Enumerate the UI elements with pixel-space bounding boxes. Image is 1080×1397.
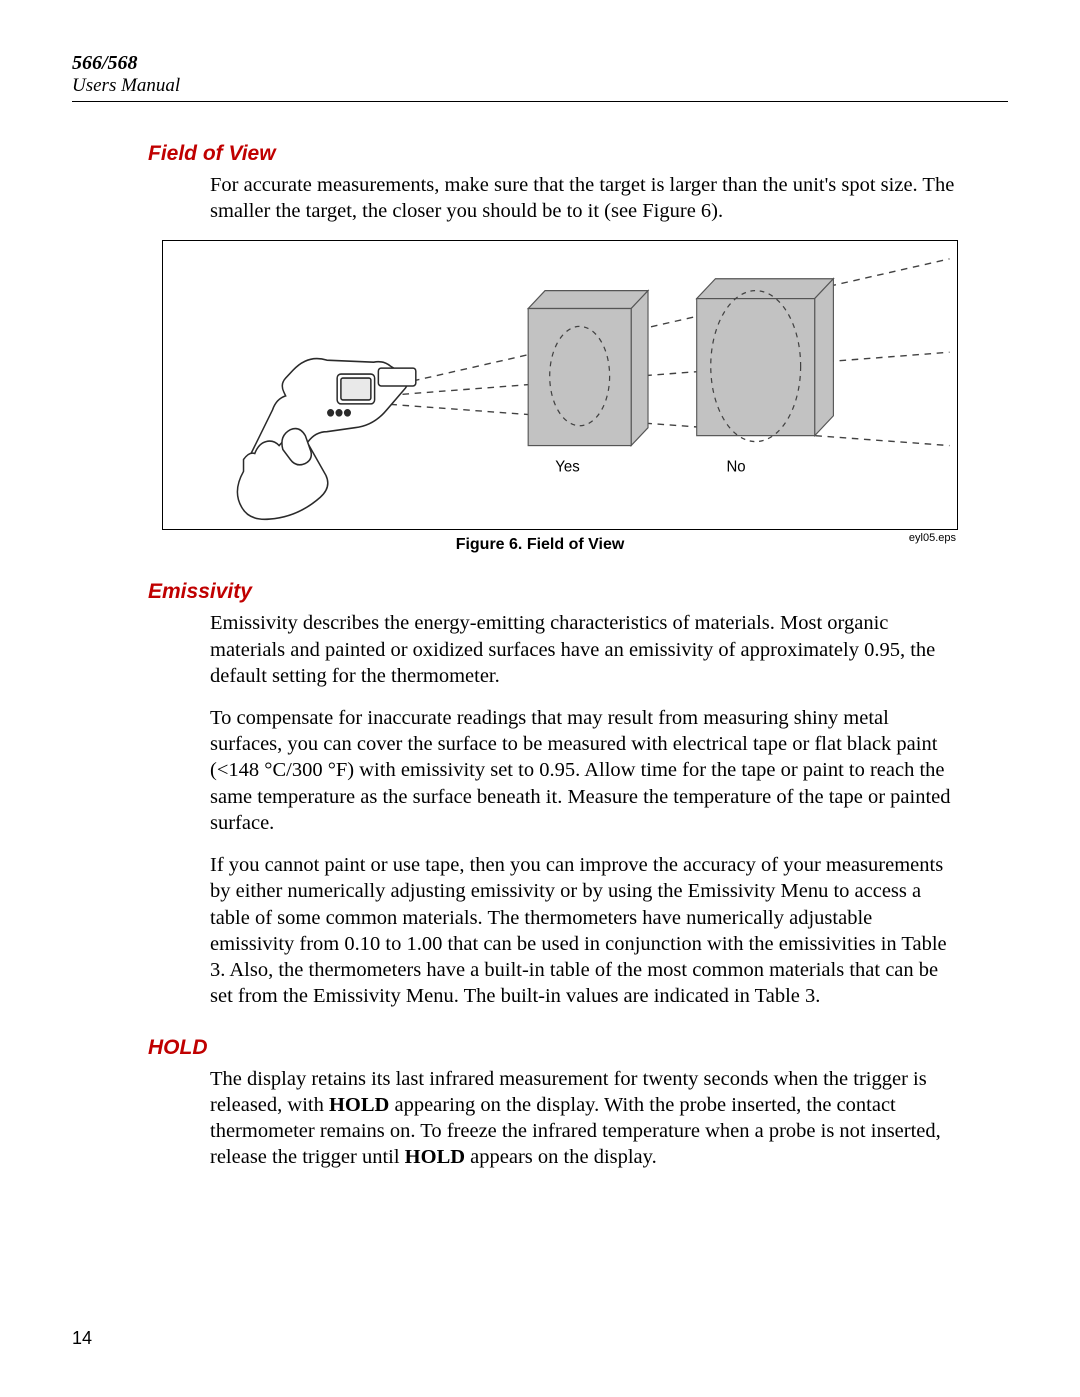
figure-6-caption: Figure 6. Field of View <box>72 536 1008 554</box>
hold-text-post: appears on the display. <box>465 1146 657 1168</box>
emissivity-p3: If you cannot paint or use tape, then yo… <box>210 852 958 1009</box>
page-number: 14 <box>72 1328 92 1349</box>
figure-6-diagram: Yes No <box>162 240 958 530</box>
figure-6: Yes No eyl05.eps <box>162 240 958 544</box>
hold-bold-1: HOLD <box>329 1094 389 1116</box>
model-number: 566/568 <box>72 52 1008 75</box>
emissivity-p2: To compensate for inaccurate readings th… <box>210 705 958 836</box>
fov-paragraph: For accurate measurements, make sure tha… <box>210 172 958 224</box>
running-header: 566/568 Users Manual <box>72 52 1008 102</box>
svg-text:Yes: Yes <box>555 458 580 475</box>
fov-diagram-svg: Yes No <box>163 241 957 529</box>
emissivity-p1: Emissivity describes the energy-emitting… <box>210 610 958 689</box>
manual-label: Users Manual <box>72 75 1008 97</box>
heading-hold: HOLD <box>148 1036 1008 1060</box>
heading-field-of-view: Field of View <box>148 142 1008 166</box>
hold-paragraph: The display retains its last infrared me… <box>210 1066 958 1171</box>
heading-emissivity: Emissivity <box>148 580 1008 604</box>
hold-bold-2: HOLD <box>405 1146 465 1168</box>
svg-text:No: No <box>726 458 745 475</box>
